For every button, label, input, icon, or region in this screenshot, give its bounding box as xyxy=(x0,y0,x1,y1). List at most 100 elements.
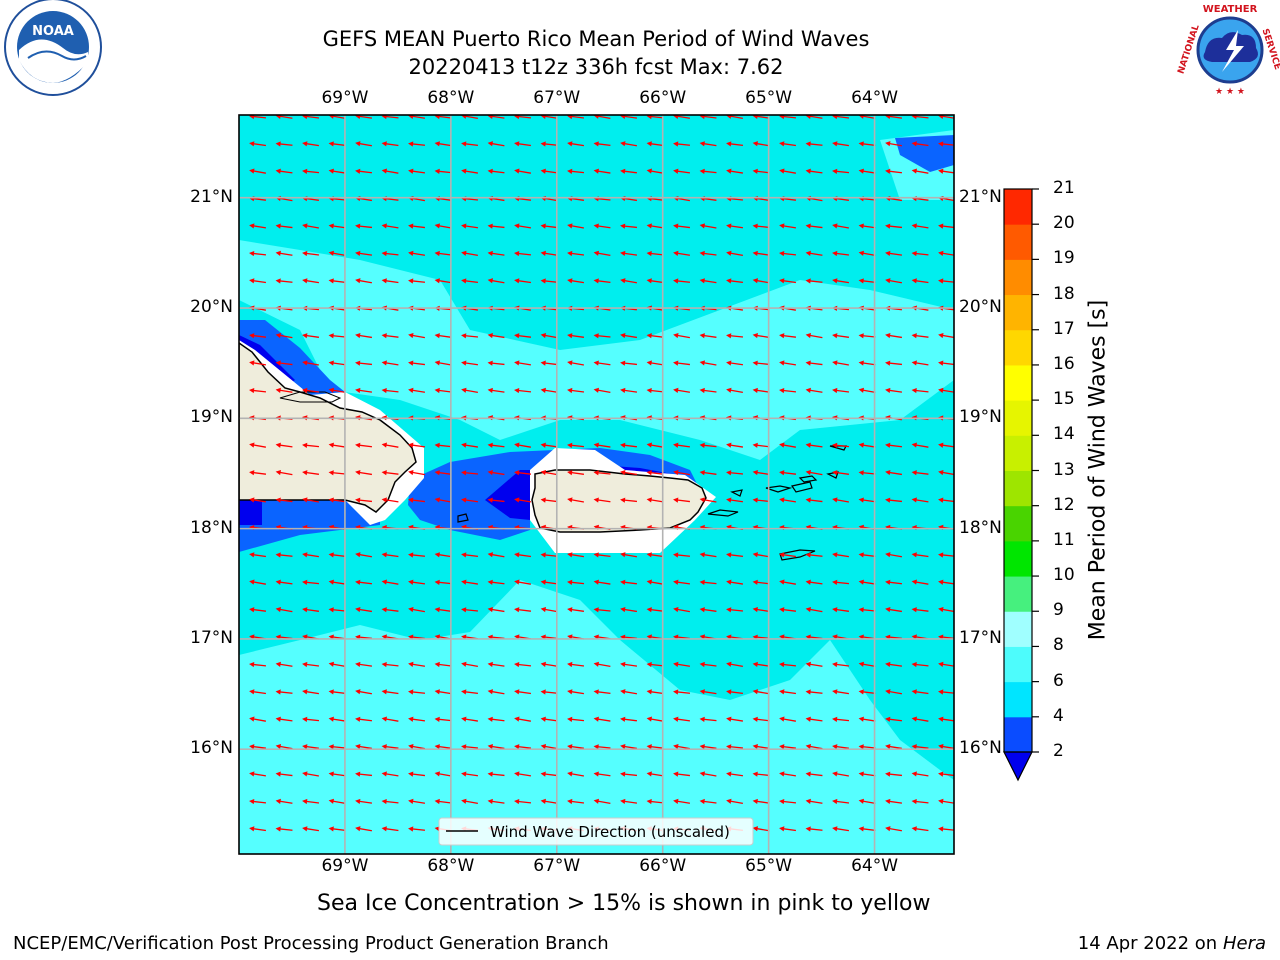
wind-arrow xyxy=(355,579,373,585)
wind-arrow xyxy=(858,278,876,284)
wind-arrow xyxy=(461,771,479,777)
wind-arrow xyxy=(381,579,399,585)
wind-arrow xyxy=(487,744,505,750)
wind-arrow xyxy=(858,360,876,366)
wind-arrow xyxy=(514,141,532,147)
wind-arrow xyxy=(752,661,770,668)
wind-arrow xyxy=(328,360,346,366)
wind-arrow xyxy=(328,552,346,558)
wind-arrow xyxy=(699,250,717,257)
wind-arrow xyxy=(514,771,532,777)
wind-arrow xyxy=(514,278,532,284)
wind-arrow xyxy=(885,552,902,558)
wind-arrow xyxy=(673,223,691,229)
wind-arrow xyxy=(434,442,452,448)
lat-label-right: 20°N xyxy=(959,297,1002,318)
wind-arrow xyxy=(752,552,770,558)
wind-arrow xyxy=(434,689,452,695)
wind-arrow xyxy=(646,442,664,448)
wind-arrow xyxy=(858,716,876,722)
wind-arrow xyxy=(885,387,903,394)
colorbar-tick-label: 16 xyxy=(1053,353,1075,374)
wind-arrow xyxy=(673,771,691,777)
wind-arrow xyxy=(487,716,505,722)
wind-arrow xyxy=(593,387,611,394)
wind-arrow xyxy=(249,689,267,695)
colorbar-tick-label: 6 xyxy=(1053,670,1064,691)
wind-arrow xyxy=(646,798,664,805)
lat-label-right: 16°N xyxy=(959,738,1002,759)
wind-arrow xyxy=(779,689,797,695)
wind-arrow xyxy=(275,771,293,777)
wind-arrow xyxy=(434,470,452,476)
wind-arrow xyxy=(593,442,611,448)
wind-arrow xyxy=(752,442,770,448)
wind-arrow xyxy=(593,168,611,174)
wind-arrow xyxy=(302,771,319,777)
wind-arrow xyxy=(540,223,558,229)
wind-arrow xyxy=(752,771,770,777)
wind-arrow xyxy=(461,798,478,805)
wind-arrow xyxy=(726,497,744,503)
wind-arrow xyxy=(249,744,267,750)
footer-left: NCEP/EMC/Verification Post Processing Pr… xyxy=(13,933,609,954)
wind-arrow xyxy=(408,141,426,147)
wind-arrow xyxy=(885,497,903,503)
wind-arrow xyxy=(381,387,399,394)
wind-arrow xyxy=(805,579,823,585)
wind-arrow xyxy=(726,442,744,448)
wind-arrow xyxy=(620,744,638,750)
wind-arrow xyxy=(805,442,823,448)
wind-arrow xyxy=(249,716,266,722)
wind-arrow xyxy=(514,333,532,339)
wind-arrow xyxy=(805,661,823,667)
wind-arrow xyxy=(381,826,399,832)
wind-arrow xyxy=(275,168,293,174)
wind-arrow xyxy=(885,744,903,750)
wind-arrow xyxy=(249,387,267,394)
wind-arrow xyxy=(355,387,373,394)
wind-arrow xyxy=(408,250,426,256)
wind-arrow xyxy=(620,716,638,722)
wind-arrow xyxy=(805,469,823,476)
wind-arrow xyxy=(938,360,954,366)
wind-arrow xyxy=(434,360,452,366)
wind-arrow xyxy=(328,744,346,750)
wind-arrow xyxy=(461,333,479,339)
wind-arrow xyxy=(646,661,664,668)
wind-arrow xyxy=(779,579,796,585)
wind-arrow xyxy=(832,141,850,147)
wind-arrow xyxy=(885,607,903,613)
wind-arrow xyxy=(938,168,954,174)
legend-label: Wind Wave Direction (unscaled) xyxy=(490,823,730,841)
wind-arrow xyxy=(275,552,293,558)
wind-arrow xyxy=(275,606,293,613)
wind-arrow xyxy=(540,332,558,339)
period-6-8-patches xyxy=(239,130,954,854)
wind-arrow xyxy=(885,661,903,668)
wind-arrow xyxy=(434,333,452,339)
wind-arrow xyxy=(673,579,691,585)
wind-arrow xyxy=(620,141,637,147)
wind-arrow xyxy=(408,606,425,613)
wind-arrow xyxy=(249,250,267,257)
wind-arrow xyxy=(567,168,585,174)
wind-arrow xyxy=(699,141,717,147)
colorbar-tick-label: 11 xyxy=(1053,529,1075,550)
wind-arrow xyxy=(911,607,929,613)
wind-arrow xyxy=(408,278,426,284)
wind-arrow xyxy=(487,333,505,339)
wind-arrow xyxy=(328,689,346,695)
wind-arrow xyxy=(593,716,611,722)
wind-arrow xyxy=(938,661,954,667)
wind-arrow xyxy=(593,470,611,476)
wind-arrow xyxy=(567,360,584,366)
wind-arrow xyxy=(381,250,399,257)
wind-arrow xyxy=(646,579,664,585)
wind-arrow xyxy=(514,579,531,585)
wind-arrow xyxy=(540,743,558,750)
wind-arrow xyxy=(487,250,505,257)
noaa-logo: NOAA xyxy=(4,0,102,96)
wind-arrow xyxy=(779,552,797,558)
wind-arrow xyxy=(302,278,320,284)
